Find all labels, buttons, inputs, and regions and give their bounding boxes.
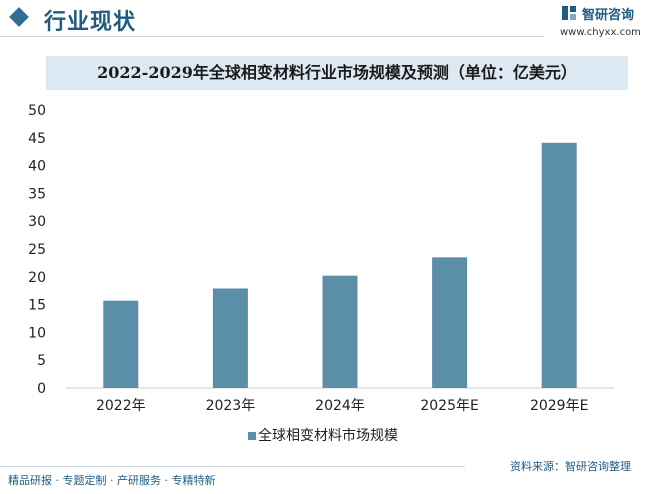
chart-title-band: 2022-2029年全球相变材料行业市场规模及预测（单位：亿美元）	[46, 56, 628, 90]
y-tick-label: 35	[28, 186, 46, 202]
x-tick-label: 2025年E	[420, 398, 478, 414]
y-tick-label: 10	[28, 325, 46, 341]
footer-services: 精品研报 · 专题定制 · 产研服务 · 专精特新	[8, 474, 216, 487]
y-tick-label: 50	[28, 103, 46, 119]
brand-url: www.chyxx.com	[560, 27, 641, 38]
y-tick-label: 15	[28, 298, 46, 314]
x-tick-label: 2022年	[96, 398, 146, 414]
bar-chart: 0 5 10 15 20 25 30 35 40 45 50 2022年 2023年 2024年 2025年…	[28, 103, 614, 444]
y-tick-label: 5	[37, 353, 46, 369]
y-tick-label: 40	[28, 159, 46, 175]
x-tick-label: 2023年	[206, 398, 256, 414]
section-title: 行业现状	[44, 10, 137, 35]
brand-logo-icon	[562, 6, 576, 20]
bar	[212, 288, 248, 388]
footer-divider	[0, 466, 465, 467]
x-tick-label: 2029年E	[530, 398, 588, 414]
y-tick-label: 45	[28, 131, 46, 147]
footer-source: 资料来源：智研咨询整理	[510, 460, 631, 473]
bar	[103, 300, 139, 388]
y-tick-label: 20	[28, 270, 46, 286]
header: 行业现状 智研咨询 www.chyxx.com	[0, 0, 656, 44]
diamond-icon	[9, 7, 29, 27]
bar	[432, 257, 468, 388]
brand-name: 智研咨询	[582, 8, 635, 23]
bar	[322, 275, 358, 388]
y-tick-label: 0	[37, 381, 46, 397]
chart-title: 2022-2029年全球相变材料行业市场规模及预测（单位：亿美元）	[97, 63, 577, 82]
y-tick-label: 25	[28, 242, 46, 258]
y-tick-label: 30	[28, 214, 46, 230]
legend-label: 全球相变材料市场规模	[258, 427, 398, 444]
bar	[541, 142, 577, 388]
legend-swatch	[248, 432, 256, 440]
header-divider	[0, 36, 544, 37]
x-tick-label: 2024年	[315, 398, 365, 414]
